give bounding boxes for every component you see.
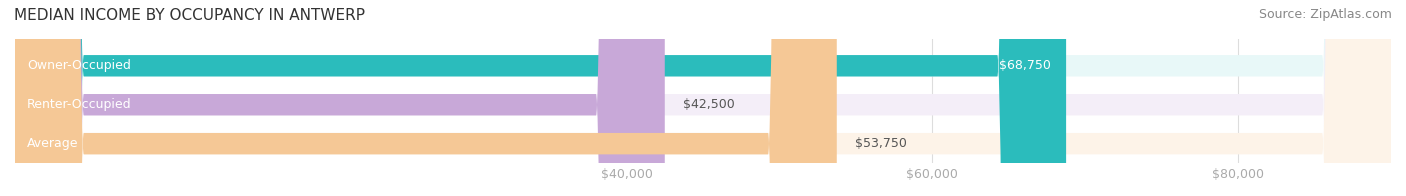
FancyBboxPatch shape (15, 0, 1391, 196)
Text: Average: Average (27, 137, 79, 150)
Text: $42,500: $42,500 (683, 98, 735, 111)
FancyBboxPatch shape (15, 0, 1066, 196)
FancyBboxPatch shape (15, 0, 1391, 196)
FancyBboxPatch shape (15, 0, 837, 196)
Text: Owner-Occupied: Owner-Occupied (27, 59, 131, 72)
Text: $68,750: $68,750 (998, 59, 1050, 72)
Text: Source: ZipAtlas.com: Source: ZipAtlas.com (1258, 8, 1392, 21)
Text: MEDIAN INCOME BY OCCUPANCY IN ANTWERP: MEDIAN INCOME BY OCCUPANCY IN ANTWERP (14, 8, 366, 23)
Text: $53,750: $53,750 (855, 137, 907, 150)
FancyBboxPatch shape (15, 0, 665, 196)
FancyBboxPatch shape (15, 0, 1391, 196)
Text: Renter-Occupied: Renter-Occupied (27, 98, 132, 111)
